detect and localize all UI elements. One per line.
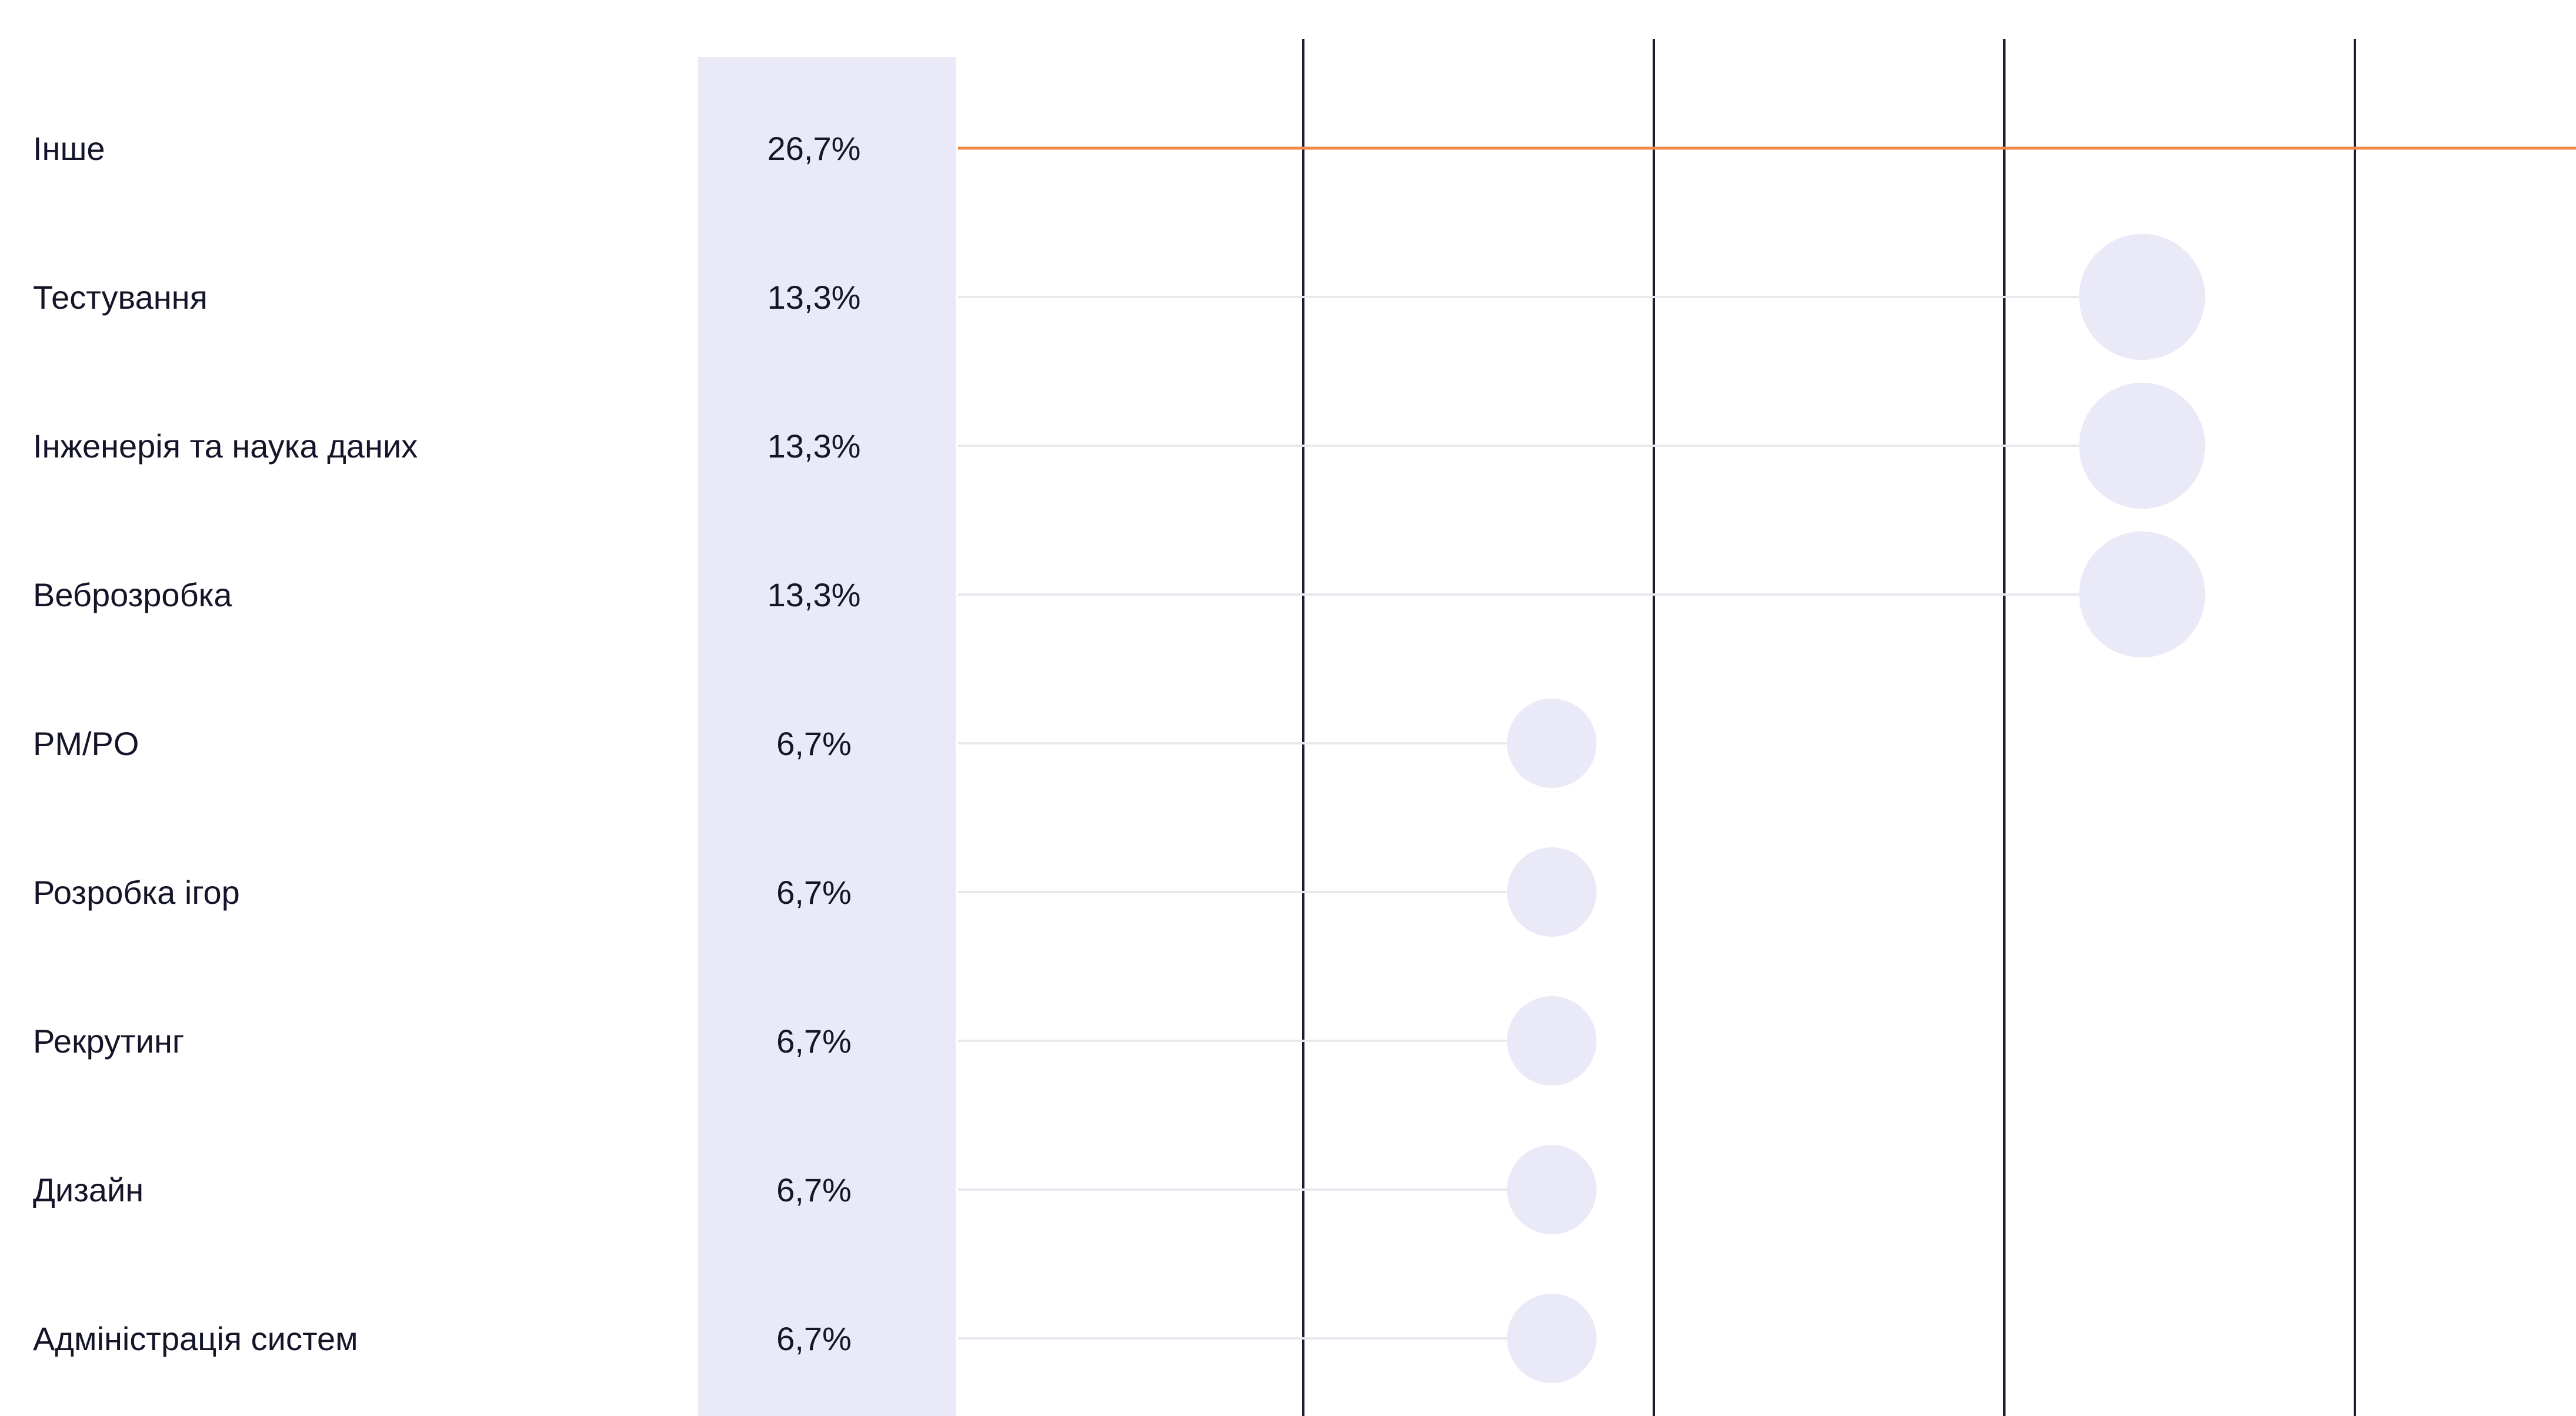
value-label: 13,3% xyxy=(768,279,861,316)
category-label: PM/PO xyxy=(33,725,139,762)
category-label: Тестування xyxy=(33,279,208,316)
bubble xyxy=(1507,996,1597,1086)
bubble xyxy=(2079,382,2205,509)
value-label: 6,7% xyxy=(776,1171,852,1208)
value-column-background xyxy=(698,57,956,1416)
category-label: Інженерія та наука даних xyxy=(33,428,418,465)
category-label: Інше xyxy=(33,130,105,167)
bubble xyxy=(2079,531,2205,658)
bubble xyxy=(2079,233,2205,360)
value-labels: 26,7% 13,3% 13,3% 13,3% 6,7% 6,7% 6,7% 6,7% 6,7% xyxy=(768,130,861,1357)
value-label: 13,3% xyxy=(768,576,861,613)
category-labels: Інше Тестування Інженерія та наука даних Ве… xyxy=(33,130,418,1357)
gridlines xyxy=(1302,39,2356,1416)
category-label: Адміністрація систем xyxy=(33,1320,358,1357)
bubbles xyxy=(1507,233,2205,1384)
bubble xyxy=(1507,847,1597,937)
value-label: 13,3% xyxy=(768,428,861,465)
category-label: Рекрутинг xyxy=(33,1023,184,1060)
category-label: Дизайн xyxy=(33,1171,144,1208)
value-label: 26,7% xyxy=(768,130,861,167)
category-label: Веброзробка xyxy=(33,576,232,613)
value-label: 6,7% xyxy=(776,874,852,911)
value-label: 6,7% xyxy=(776,1023,852,1060)
bubble xyxy=(1507,1144,1597,1235)
category-label: Розробка ігор xyxy=(33,874,240,911)
value-label: 6,7% xyxy=(776,725,852,762)
connectors xyxy=(958,146,2576,1340)
bubble xyxy=(1507,1293,1597,1384)
bubble xyxy=(1507,698,1597,789)
value-label: 6,7% xyxy=(776,1320,852,1357)
